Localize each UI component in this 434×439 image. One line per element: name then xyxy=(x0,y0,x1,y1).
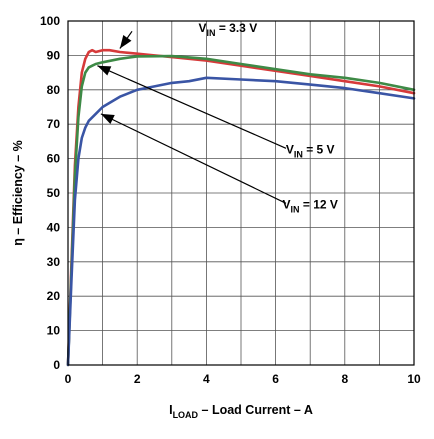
y-tick-label: 20 xyxy=(47,289,61,303)
annotation-arrow-line xyxy=(97,65,287,149)
series-lines xyxy=(66,48,416,367)
x-tick-label: 0 xyxy=(65,372,72,386)
annotation-label-sub: IN xyxy=(291,204,300,214)
y-tick-label: 100 xyxy=(40,14,60,28)
y-axis-title: η – Efficiency – % xyxy=(11,140,25,246)
annotation-arrowhead xyxy=(97,65,112,76)
y-tick-label: 40 xyxy=(47,220,61,234)
plot-frame xyxy=(67,20,415,366)
y-tick-label: 60 xyxy=(47,152,61,166)
x-axis-title-prefix: I xyxy=(169,403,172,417)
series-line-2 xyxy=(66,54,416,367)
annotation-label-main: V xyxy=(283,197,291,211)
y-tick-label: 50 xyxy=(47,186,61,200)
grid-lines xyxy=(67,20,415,366)
annotation-label: VIN = 5 V xyxy=(286,142,335,159)
annotation-label-sub: IN xyxy=(294,149,303,159)
annotation-label-sub: IN xyxy=(207,28,216,38)
annotation-label-value: = 12 V xyxy=(300,197,338,211)
annotation-label-main: V xyxy=(286,142,294,156)
series-line-3 xyxy=(66,76,416,367)
annotation-arrowhead xyxy=(119,35,132,49)
x-tick-label: 10 xyxy=(407,372,421,386)
annotation-label: VIN = 3.3 V xyxy=(198,21,257,38)
series-line-1 xyxy=(66,48,416,367)
x-axis-title-sub: LOAD xyxy=(173,410,199,420)
annotation-label-value: = 3.3 V xyxy=(216,21,258,35)
x-axis-title-rest: – Load Current – A xyxy=(198,403,313,417)
y-tick-label: 70 xyxy=(47,117,61,131)
y-tick-label: 80 xyxy=(47,83,61,97)
y-tick-label: 90 xyxy=(47,48,61,62)
x-tick-label: 8 xyxy=(341,372,348,386)
y-tick-label: 10 xyxy=(47,324,61,338)
annotation-arrowhead xyxy=(100,113,115,125)
y-tick-label: 0 xyxy=(53,358,60,372)
annotation-label: VIN = 12 V xyxy=(283,197,338,214)
x-axis-title: ILOAD – Load Current – A xyxy=(169,403,313,420)
annotation-label-value: = 5 V xyxy=(303,142,335,156)
annotation-arrow-line xyxy=(100,113,287,204)
annotation-label-main: V xyxy=(198,21,206,35)
x-tick-label: 6 xyxy=(272,372,279,386)
y-tick-label: 30 xyxy=(47,255,61,269)
x-tick-label: 2 xyxy=(134,372,141,386)
x-tick-label: 4 xyxy=(203,372,210,386)
